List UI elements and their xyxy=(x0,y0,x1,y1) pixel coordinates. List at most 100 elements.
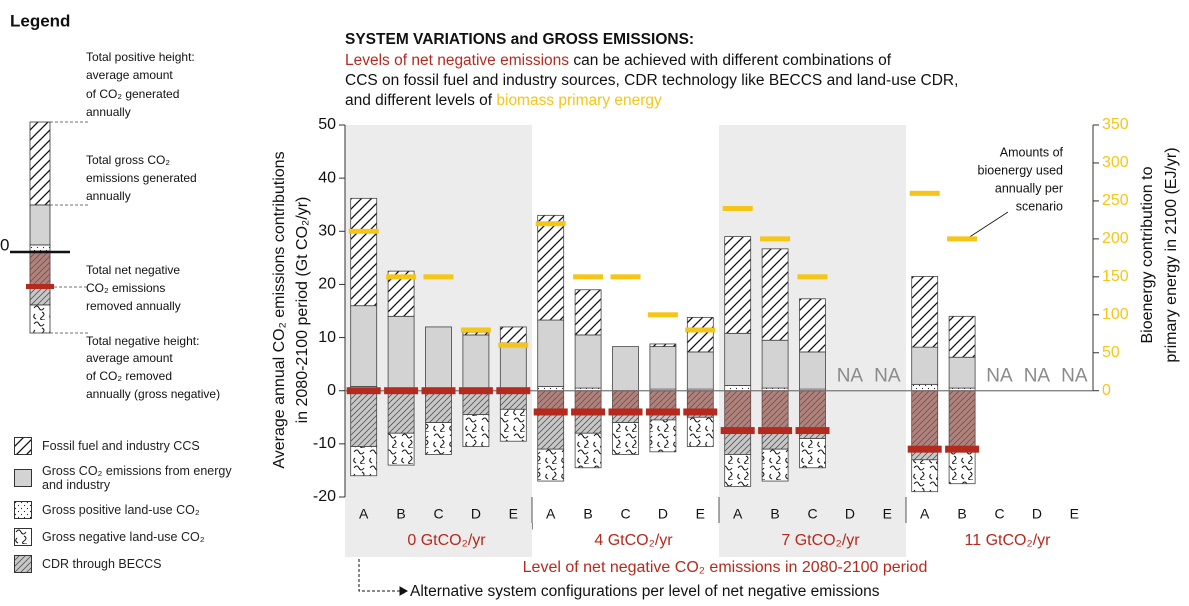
legend-label: Gross negative land-use CO₂ xyxy=(42,530,205,544)
legend-note: removed annually xyxy=(86,299,181,313)
bar-segment xyxy=(761,339,789,389)
bar-segment xyxy=(948,315,976,358)
group-label: 0 GtCO₂/yr xyxy=(407,532,486,549)
bar-segment xyxy=(799,298,826,353)
legend-swatch xyxy=(14,469,32,487)
bioenergy-marker xyxy=(797,274,828,280)
bar-segment xyxy=(761,448,789,482)
bioenergy-marker xyxy=(498,342,529,348)
bar-segment xyxy=(425,390,452,424)
y-tick-label: 20 xyxy=(318,276,336,293)
na-label: NA xyxy=(837,366,864,387)
x-tick-label: A xyxy=(359,506,369,522)
subtitle-part: biomass primary energy xyxy=(496,92,662,109)
bar-segment xyxy=(911,346,939,385)
bar-segment xyxy=(911,383,939,392)
y-tick-label: 30 xyxy=(318,223,336,240)
schematic-zero-label: 0 xyxy=(0,235,9,254)
legend-note: average amount xyxy=(86,351,173,365)
net-negative-marker xyxy=(346,387,381,395)
x-tick-label: C xyxy=(807,506,817,522)
na-label: NA xyxy=(1061,366,1088,387)
bar-segment xyxy=(948,356,976,389)
x-tick-label: A xyxy=(546,506,556,522)
schematic-bar xyxy=(29,121,51,334)
bar-segment xyxy=(649,343,677,348)
na-label: NA xyxy=(1024,366,1051,387)
legend-item: CDR through BECCS xyxy=(14,555,254,573)
subtitle-line: CCS on fossil fuel and industry sources,… xyxy=(345,72,958,89)
bar-segment xyxy=(499,342,527,392)
bioenergy-marker xyxy=(460,327,491,333)
legend-swatch-rect xyxy=(14,469,32,487)
legend-note: Total net negative xyxy=(86,263,180,277)
legend-swatch-rect xyxy=(14,555,32,573)
y-tick-label: -10 xyxy=(313,435,336,452)
net-negative-marker xyxy=(496,387,531,395)
legend-swatch-rect xyxy=(14,437,32,455)
legend-item: Gross negative land-use CO₂ xyxy=(14,528,254,546)
subtitle-part: Levels of net negative emissions xyxy=(345,52,569,69)
bar-segment xyxy=(574,432,602,469)
legend-swatch xyxy=(14,528,32,546)
net-negative-marker xyxy=(720,427,755,435)
annotation: Amounts of xyxy=(1000,145,1064,159)
net-negative-marker xyxy=(683,408,718,416)
bar-segment xyxy=(724,332,752,386)
bioenergy-marker xyxy=(685,327,716,333)
legend-item: Gross positive land-use CO₂ xyxy=(14,501,254,519)
bioenergy-marker xyxy=(348,228,379,234)
x-tick-label: C xyxy=(620,506,630,522)
net-negative-marker xyxy=(421,387,456,395)
x-tick-label: E xyxy=(509,506,518,522)
x-tick-label: A xyxy=(733,506,743,522)
legend-note: Total gross CO₂ xyxy=(86,153,170,167)
net-negative-area xyxy=(949,390,976,450)
x-tick-label: B xyxy=(583,506,592,522)
net-negative-area xyxy=(537,390,564,412)
legend: Fossil fuel and industry CCS Gross CO₂ em… xyxy=(14,437,254,573)
bar-segment xyxy=(799,438,826,469)
bar-segment xyxy=(574,289,602,336)
y2-axis-title: Bioenergy contribution to xyxy=(1139,166,1156,343)
legend-swatch-rect xyxy=(14,528,32,546)
annotation: bioenergy used xyxy=(978,163,1064,177)
x-tick-label: B xyxy=(957,506,966,522)
bioenergy-marker xyxy=(722,206,753,212)
legend-note: average amount xyxy=(86,68,173,82)
bar-segment xyxy=(537,319,565,387)
legend-note: Total negative height: xyxy=(86,334,199,348)
legend-label: CDR through BECCS xyxy=(42,557,162,571)
x-tick-label: A xyxy=(920,506,930,522)
group-label: 11 GtCO₂/yr xyxy=(965,532,1052,549)
bar-segment xyxy=(686,316,714,353)
bar-segment xyxy=(537,214,565,321)
legend-swatch-rect xyxy=(14,501,32,519)
legend-note: annually (gross negative) xyxy=(86,387,220,401)
net-negative-area xyxy=(612,390,639,412)
bioenergy-marker xyxy=(535,221,566,227)
legend-note: Total positive height: xyxy=(86,50,195,64)
y-tick-label: 40 xyxy=(318,169,336,186)
net-negative-area xyxy=(911,390,938,450)
bar-segment xyxy=(911,276,939,348)
legend-note: annually xyxy=(86,105,131,119)
na-label: NA xyxy=(874,366,901,387)
group-label: 4 GtCO₂/yr xyxy=(594,532,673,549)
x-tick-label: D xyxy=(471,506,481,522)
net-negative-marker xyxy=(758,427,793,435)
bar-segment xyxy=(948,451,976,485)
bar-segment xyxy=(350,197,378,307)
bioenergy-marker xyxy=(386,274,417,280)
bar-segment xyxy=(350,390,378,447)
legend-swatch xyxy=(14,501,32,519)
bar-segment xyxy=(686,416,714,447)
net-negative-marker xyxy=(384,387,419,395)
bar-segment xyxy=(724,454,752,487)
x-tick-label: D xyxy=(1032,506,1042,522)
legend-swatch xyxy=(14,437,32,455)
bar-segment xyxy=(799,351,826,390)
net-negative-marker xyxy=(533,408,568,416)
x-tick-label: E xyxy=(696,506,705,522)
bioenergy-marker xyxy=(573,274,604,280)
